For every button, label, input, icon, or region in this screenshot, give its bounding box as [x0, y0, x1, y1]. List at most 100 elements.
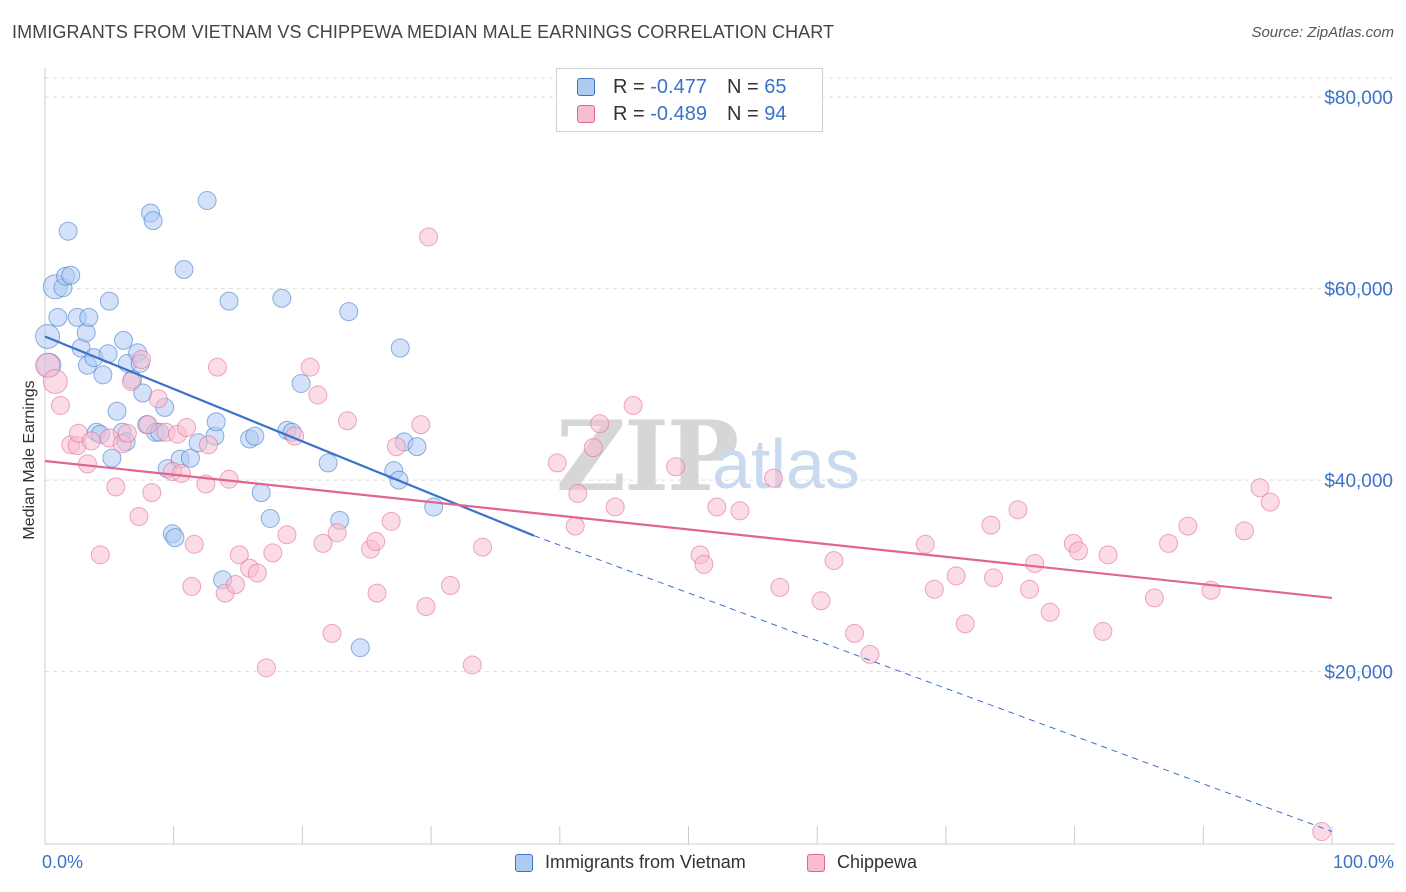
chippewa-point: [694, 554, 714, 574]
vietnam-point: [318, 453, 338, 473]
chippewa-point: [984, 568, 1004, 588]
chippewa-point: [730, 501, 750, 521]
chippewa-point: [955, 614, 975, 634]
chippewa-point: [462, 655, 482, 675]
chippewa-point: [1008, 500, 1028, 520]
chippewa-point: [138, 415, 158, 435]
chippewa-point: [182, 576, 202, 596]
y-tick-label: $80,000: [1324, 88, 1393, 109]
chippewa-point: [547, 453, 567, 473]
chippewa-point: [473, 537, 493, 557]
chippewa-point: [171, 463, 191, 483]
chippewa-point: [568, 484, 588, 504]
n-value: 94: [764, 102, 787, 125]
vietnam-point: [390, 338, 410, 358]
chippewa-point: [707, 497, 727, 517]
chippewa-point: [313, 533, 333, 553]
legend-item-chippewa[interactable]: Chippewa: [807, 852, 917, 873]
chippewa-point: [90, 545, 110, 565]
vietnam-point: [48, 307, 68, 327]
y-tick-label: $40,000: [1324, 471, 1393, 492]
chippewa-point: [763, 468, 783, 488]
vietnam-point: [260, 508, 280, 528]
chippewa-point: [207, 357, 227, 377]
y-tick-labels: $20,000 $40,000 $60,000 $80,000: [1324, 88, 1393, 684]
vietnam-point: [245, 426, 265, 446]
chippewa-point: [277, 525, 297, 545]
chippewa-point: [337, 411, 357, 431]
vietnam-point: [219, 291, 239, 311]
chippewa-point: [811, 591, 831, 611]
n-label: N =: [726, 102, 759, 125]
chippewa-swatch: [577, 105, 595, 123]
chippewa-point: [229, 545, 249, 565]
chart-source: Source: ZipAtlas.com: [1251, 24, 1394, 41]
vietnam-point: [180, 448, 200, 468]
chippewa-point: [924, 579, 944, 599]
chippewa-point: [946, 566, 966, 586]
chippewa-point: [42, 369, 68, 395]
vietnam-point: [174, 260, 194, 279]
chippewa-point: [1144, 588, 1164, 608]
chippewa-point: [860, 644, 880, 664]
chippewa-point: [565, 516, 585, 536]
chippewa-point: [106, 477, 126, 497]
chippewa-point: [824, 551, 844, 571]
legend-swatch-chippewa: [807, 853, 825, 872]
chippewa-point: [770, 577, 790, 597]
chippewa-point: [148, 389, 168, 409]
r-label: R =: [613, 102, 645, 125]
chippewa-point: [1260, 492, 1280, 512]
chippewa-point: [590, 414, 610, 434]
r-label: R =: [613, 75, 645, 98]
chippewa-point: [225, 575, 245, 595]
chippewa-point: [1250, 478, 1270, 498]
vietnam-point: [339, 302, 359, 322]
chippewa-point: [81, 431, 101, 451]
chippewa-point: [177, 417, 197, 437]
n-label: N =: [726, 75, 759, 98]
vietnam-point: [114, 330, 134, 350]
vietnam-point: [206, 412, 226, 432]
chippewa-point: [263, 543, 283, 563]
chippewa-point: [1093, 621, 1113, 641]
chippewa-point: [1025, 553, 1045, 573]
chippewa-point: [381, 511, 401, 531]
stats-legend-row-chippewa: R = -0.489 N = 94: [577, 102, 786, 126]
stats-legend-row-vietnam: R = -0.477 N = 65: [577, 75, 786, 99]
chippewa-point: [419, 227, 439, 247]
chippewa-point: [981, 515, 1001, 535]
chippewa-point: [247, 563, 267, 583]
chippewa-point: [1068, 541, 1088, 561]
chippewa-point: [366, 531, 386, 551]
chippewa-point: [915, 534, 935, 554]
vietnam-trend-line: [44, 335, 535, 537]
chippewa-point: [1159, 533, 1179, 553]
vietnam-point: [99, 291, 119, 311]
legend-item-vietnam[interactable]: Immigrants from Vietnam: [515, 852, 746, 873]
chippewa-point: [322, 623, 342, 643]
r-value: -0.489: [650, 102, 707, 125]
chippewa-point: [1040, 602, 1060, 622]
vietnam-point: [143, 211, 163, 231]
axes: [44, 68, 1395, 845]
vietnam-point: [107, 401, 127, 421]
chippewa-point: [132, 350, 152, 370]
vietnam-point: [93, 365, 113, 385]
vietnam-point: [251, 483, 271, 503]
chippewa-point: [256, 658, 276, 678]
chippewa-point: [129, 507, 149, 527]
chippewa-point: [416, 597, 436, 617]
series-legend: Immigrants from Vietnam Chippewa: [0, 852, 1406, 878]
chippewa-trend-line: [44, 459, 1333, 600]
chippewa-point: [300, 357, 320, 377]
vietnam-swatch: [577, 78, 595, 96]
chippewa-point: [367, 583, 387, 603]
vietnam-point: [291, 373, 311, 393]
vietnam-point: [165, 528, 185, 548]
legend-label-chippewa: Chippewa: [837, 852, 918, 872]
vietnam-trend-extension: [533, 535, 1333, 833]
chippewa-point: [605, 497, 625, 517]
